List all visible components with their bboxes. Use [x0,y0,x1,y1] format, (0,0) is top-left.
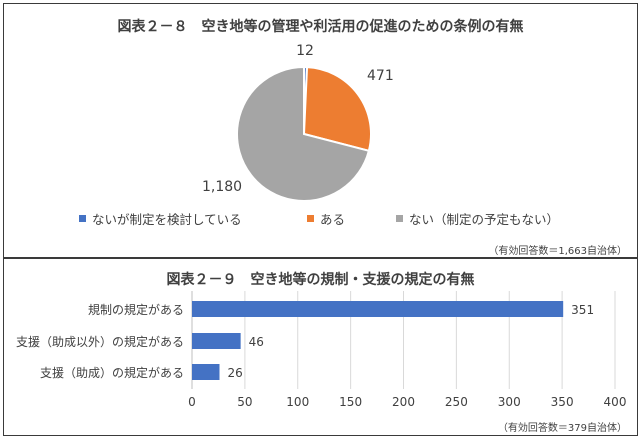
pie-data-label-none: 1,180 [202,179,242,195]
x-tick-label: 250 [445,395,468,409]
category-label-regulation: 規制の規定がある [88,302,184,317]
pie-slice-none [236,65,371,202]
x-tick-label: 50 [237,395,252,409]
pie-footnote: （有効回答数＝1,663自治体） [488,246,627,257]
legend-label-exists: ある [320,212,346,227]
bar-chart-panel: 図表２－９ 空き地等の規制・支援の規定の有無 0 50 100 150 200 250 30… [3,258,638,436]
x-tick-label: 100 [286,395,309,409]
legend-item-exists: ある [307,209,345,228]
pie-data-label-exists: 471 [367,68,394,84]
x-tick-label: 150 [339,395,362,409]
bar-footnote: （有効回答数＝379自治体） [497,423,627,434]
x-tick-label: 400 [604,395,627,409]
pie-chart-panel: 図表２－８ 空き地等の管理や利活用の促進のための条例の有無 12 471 1,180… [3,3,638,258]
bar-support-subsidy [192,364,220,380]
pie-data-label-considering: 12 [296,43,314,59]
legend-item-considering: ないが制定を検討している [79,209,242,228]
legend-label-none: ない（制定の予定もない） [409,212,560,227]
legend-swatch-considering [79,215,86,222]
bar-support-non-subsidy [192,333,241,349]
pie-chart-title: 図表２－８ 空き地等の管理や利活用の促進のための条例の有無 [117,19,524,35]
bar-value-label-regulation: 351 [571,303,594,317]
legend-item-none: ない（制定の予定もない） [396,209,559,228]
bar-value-label-support-subsidy: 26 [227,366,242,380]
x-tick-label: 300 [498,395,521,409]
x-tick-label: 350 [551,395,574,409]
pie-legend: ないが制定を検討している ある ない（制定の予定もない） [4,209,637,227]
bar-chart-title: 図表２－９ 空き地等の規制・支援の規定の有無 [166,272,475,288]
legend-swatch-none [396,215,403,222]
pie-slice-exists [302,66,372,153]
bar-value-label-support-non-subsidy: 46 [249,335,264,349]
pie-chart: 12 471 1,180 [202,43,394,202]
category-label-support-non-subsidy: 支援（助成以外）の規定がある [16,334,184,349]
bar-chart: 0 50 100 150 200 250 300 350 400 351 規制の規定がある 46 支援（… [16,291,627,409]
category-label-support-subsidy: 支援（助成）の規定がある [40,365,184,380]
x-tick-label: 0 [188,395,196,409]
legend-label-considering: ないが制定を検討している [92,212,242,227]
x-tick-label: 200 [392,395,415,409]
bar-regulation [192,301,564,317]
legend-swatch-exists [307,215,314,222]
